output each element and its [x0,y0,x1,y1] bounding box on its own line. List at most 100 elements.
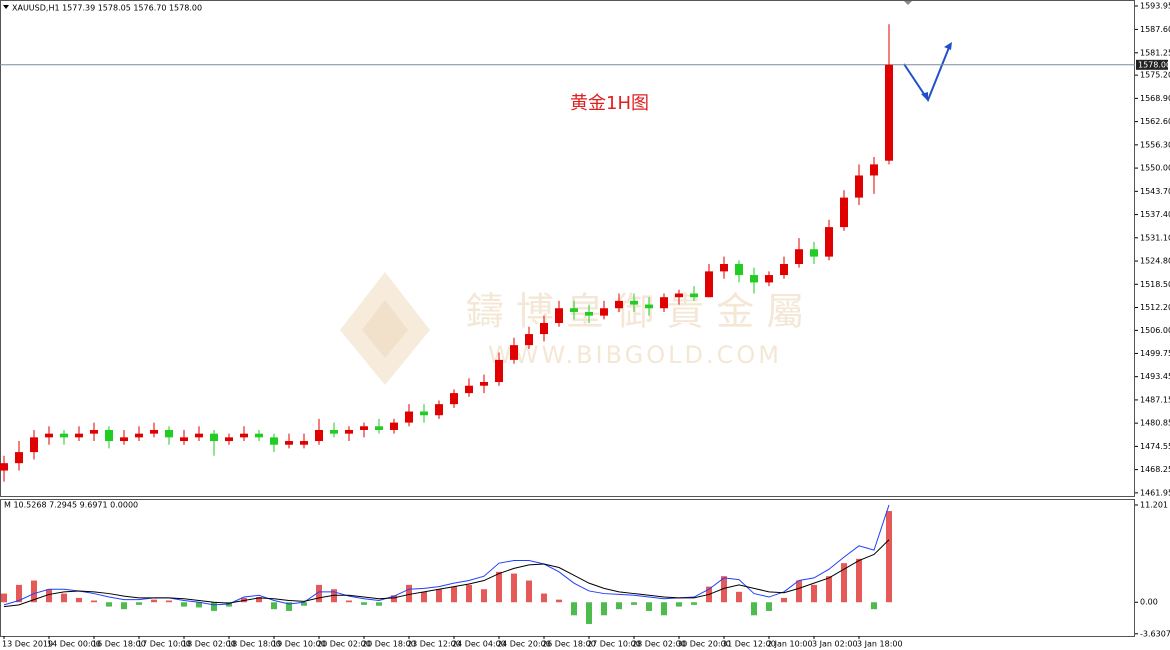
y-tick-label: 1474.55 [1140,442,1170,451]
candle-body [405,411,413,423]
y-tick-label: 1593.95 [1140,1,1170,10]
price-panel-frame [0,0,1135,497]
x-tick-label: 26 Dec 18:00 [542,640,596,649]
menu-arrow[interactable] [3,5,9,9]
histogram-bar [571,602,577,616]
candle-body [120,437,128,442]
histogram-bar [826,576,832,603]
annotation: 黄金1H图 [570,93,649,114]
y-tick-label: 1524.80 [1140,257,1170,266]
histogram-bar [841,563,847,603]
histogram-bar [676,602,682,607]
y-tick-label: 1556.30 [1140,140,1170,149]
candle-body [525,334,533,346]
x-tick-label: 20 Dec 02:00 [317,640,371,649]
histogram-bar [736,591,742,603]
y-tick-label: 1499.75 [1140,349,1170,358]
x-tick-label: 18 Dec 18:00 [227,640,281,649]
watermark-name: 鑄 博 皇 御 貴 金 屬 [466,290,804,334]
histogram-bar [1,593,7,603]
macd-header: M 10.5268 7.2945 9.6971 0.0000 [4,501,138,510]
histogram-bar [796,580,802,603]
x-tick-label: 13 Dec 2019 [2,640,53,649]
candle-body [90,429,98,434]
candle-body [135,433,143,438]
histogram-bar [76,597,82,603]
candle-body [75,433,83,438]
candle-body [645,304,653,309]
y-tick-label: 1531.10 [1140,233,1170,242]
histogram-bar [631,602,637,605]
histogram-bar [151,599,157,603]
histogram-bar [361,602,367,605]
candle-body [585,311,593,316]
x-tick-label: 3 Jan 18:00 [857,640,903,649]
histogram-bar [466,584,472,603]
candle-body [360,426,368,430]
y-tick-label: 1575.20 [1140,71,1170,80]
watermark: 鑄 博 皇 御 貴 金 屬 WWW.BIBGOLD.COM [340,272,804,385]
histogram-bar [211,602,217,611]
histogram-bar [451,586,457,603]
histogram-bar [271,602,277,610]
x-tick-label: 14 Dec 00:00 [47,640,101,649]
histogram-bar [511,573,517,603]
histogram-bar [301,602,307,606]
candle-body [300,441,308,445]
y-tick-label: 11.201 [1140,500,1168,509]
candle-body [630,300,638,305]
candle-body [660,297,668,309]
histogram-bar [691,602,697,605]
histogram-bar [811,584,817,603]
histogram-bar [541,593,547,603]
candle-body [390,422,398,430]
histogram-bar [136,602,142,605]
y-tick-label: 1493.45 [1140,372,1170,381]
x-tick-label: 31 Dec 12:00 [722,640,776,649]
x-tick-label: 2 Jan 10:00 [767,640,813,649]
candle-body [45,433,53,438]
y-tick-label: 0.00 [1140,598,1158,607]
candle-body [825,227,833,257]
candle-body [480,382,488,386]
histogram-bar [496,571,502,603]
x-tick-label: 19 Dec 10:00 [272,640,326,649]
histogram-bar [286,602,292,611]
candle-body [840,197,848,228]
histogram-bar [601,602,607,616]
candle-body [105,429,113,442]
y-tick-label: 1480.85 [1140,419,1170,428]
last-price-box [1136,59,1168,70]
histogram-bar [406,584,412,603]
candle-body [495,359,503,383]
y-tick-label: 1461.95 [1140,488,1170,497]
candle-body [0,463,8,471]
x-tick-label: 3 Jan 02:00 [812,640,858,649]
histogram-bar [376,602,382,606]
histogram-bar [316,584,322,603]
histogram-bar [181,602,187,607]
x-tick-label: 23 Dec 12:00 [407,640,461,649]
candle-body [315,429,323,442]
candle-body [15,452,23,464]
histogram-bar [421,591,427,603]
candle-body [150,429,158,434]
histogram-bar [856,558,862,603]
candle-body [540,323,548,335]
candle-body [765,275,773,283]
candle-body [570,308,578,312]
histogram-bar [346,600,352,603]
candle-body [435,404,443,416]
candle-body [690,293,698,298]
y-tick-label: 1518.50 [1140,280,1170,289]
x-tick-label: 24 Dec 04:00 [452,640,506,649]
histogram-bar [391,595,397,603]
histogram-bar [616,602,622,610]
y-tick-label: 1512.20 [1140,303,1170,312]
histogram-bar [751,602,757,616]
histogram-bar [61,593,67,603]
y-tick-label: 1543.70 [1140,187,1170,196]
histogram-bar [646,602,652,611]
candle-body [780,263,788,276]
